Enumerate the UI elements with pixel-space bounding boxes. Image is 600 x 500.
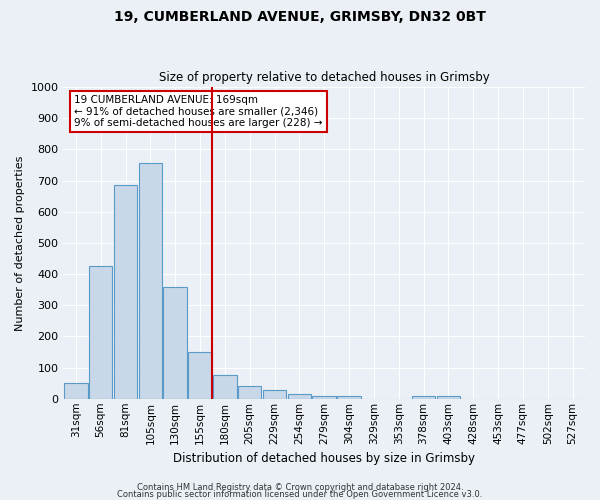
Bar bbox=[287, 394, 311, 399]
Text: 19, CUMBERLAND AVENUE, GRIMSBY, DN32 0BT: 19, CUMBERLAND AVENUE, GRIMSBY, DN32 0BT bbox=[114, 10, 486, 24]
Text: Contains public sector information licensed under the Open Government Licence v3: Contains public sector information licen… bbox=[118, 490, 482, 499]
Bar bbox=[89, 266, 112, 399]
Bar bbox=[188, 352, 212, 399]
Bar bbox=[412, 396, 436, 399]
Bar bbox=[163, 286, 187, 399]
Bar bbox=[238, 386, 262, 399]
Bar bbox=[64, 383, 88, 399]
Bar bbox=[313, 396, 336, 399]
Text: 19 CUMBERLAND AVENUE: 169sqm
← 91% of detached houses are smaller (2,346)
9% of : 19 CUMBERLAND AVENUE: 169sqm ← 91% of de… bbox=[74, 95, 322, 128]
Bar bbox=[263, 390, 286, 399]
Text: Contains HM Land Registry data © Crown copyright and database right 2024.: Contains HM Land Registry data © Crown c… bbox=[137, 484, 463, 492]
Bar bbox=[114, 185, 137, 399]
Y-axis label: Number of detached properties: Number of detached properties bbox=[15, 155, 25, 330]
Bar bbox=[139, 163, 162, 399]
Bar bbox=[337, 396, 361, 399]
Title: Size of property relative to detached houses in Grimsby: Size of property relative to detached ho… bbox=[159, 72, 490, 85]
Bar bbox=[213, 376, 236, 399]
X-axis label: Distribution of detached houses by size in Grimsby: Distribution of detached houses by size … bbox=[173, 452, 475, 465]
Bar bbox=[437, 396, 460, 399]
